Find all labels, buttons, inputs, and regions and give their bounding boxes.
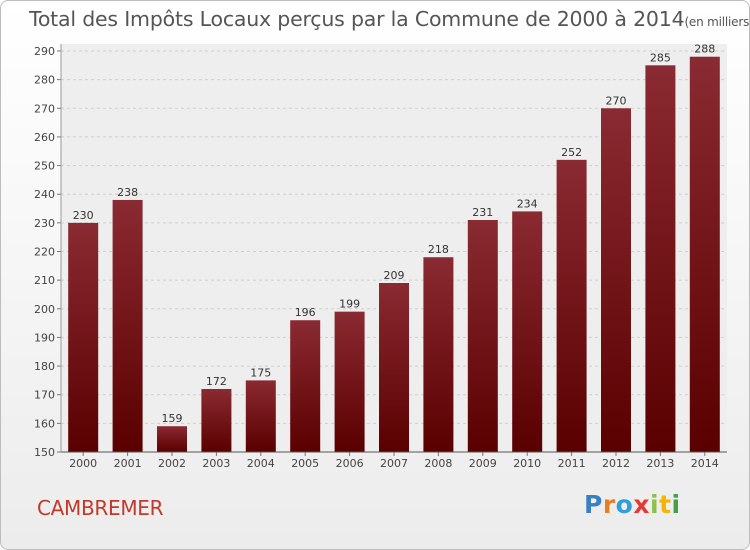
y-tick-label: 150 bbox=[34, 446, 55, 459]
x-tick-label-2006: 2006 bbox=[336, 457, 364, 470]
bar-2009 bbox=[467, 219, 498, 452]
bar-2006 bbox=[334, 311, 365, 452]
bar-2003 bbox=[201, 388, 232, 452]
bar-2002 bbox=[157, 426, 187, 452]
data-label-2010: 234 bbox=[517, 197, 538, 210]
data-label-2001: 238 bbox=[117, 186, 138, 199]
data-label-2003: 172 bbox=[206, 375, 227, 388]
y-tick-label: 230 bbox=[34, 217, 55, 230]
commune-name: CAMBREMER bbox=[37, 496, 164, 520]
bar-2000 bbox=[68, 222, 99, 452]
bar-2007 bbox=[379, 283, 409, 452]
data-label-2014: 288 bbox=[694, 43, 715, 56]
bar-2005 bbox=[290, 320, 321, 452]
y-tick-label: 240 bbox=[34, 188, 55, 201]
bar-2012 bbox=[601, 108, 631, 453]
y-tick-label: 210 bbox=[34, 274, 55, 287]
data-label-2004: 175 bbox=[250, 366, 271, 379]
y-tick-label: 260 bbox=[34, 131, 55, 144]
data-label-2009: 231 bbox=[472, 206, 493, 219]
bar-2013 bbox=[645, 65, 676, 453]
bars: 230 238 159 172 175 196 199 209 218 231 234 252 270 2… bbox=[68, 43, 720, 453]
y-tick-label: 180 bbox=[34, 360, 55, 373]
data-label-2007: 209 bbox=[384, 269, 405, 282]
data-label-2008: 218 bbox=[428, 243, 449, 256]
x-axis-ticks: 2000 2001 2002 2003 2004 2005 2006 2007 2008 2009… bbox=[69, 452, 719, 470]
x-tick-label-2004: 2004 bbox=[247, 457, 275, 470]
y-tick-label: 220 bbox=[34, 246, 55, 259]
y-tick-label: 190 bbox=[34, 331, 55, 344]
x-tick-label-2013: 2013 bbox=[646, 457, 674, 470]
x-tick-label-2001: 2001 bbox=[114, 457, 142, 470]
data-label-2006: 199 bbox=[339, 298, 360, 311]
x-tick-label-2011: 2011 bbox=[558, 457, 586, 470]
y-tick-label: 170 bbox=[34, 389, 55, 402]
x-tick-label-2009: 2009 bbox=[469, 457, 497, 470]
x-tick-label-2000: 2000 bbox=[69, 457, 97, 470]
data-label-2012: 270 bbox=[606, 94, 627, 107]
bar-2001 bbox=[112, 199, 143, 452]
x-tick-label-2010: 2010 bbox=[513, 457, 541, 470]
chart-title: Total des Impôts Locaux perçus par la Co… bbox=[29, 7, 750, 31]
y-axis-ticks: 150 160 170 180 190 200 210 220 230 240 250 260 270 2… bbox=[34, 45, 61, 459]
data-label-2002: 159 bbox=[162, 412, 183, 425]
x-tick-label-2005: 2005 bbox=[291, 457, 319, 470]
data-label-2013: 285 bbox=[650, 51, 671, 64]
chart-title-text: Total des Impôts Locaux perçus par la Co… bbox=[29, 7, 685, 31]
x-tick-label-2002: 2002 bbox=[158, 457, 186, 470]
bar-2010 bbox=[512, 211, 543, 452]
bar-2008 bbox=[423, 257, 454, 452]
y-tick-label: 250 bbox=[34, 160, 55, 173]
y-tick-label: 160 bbox=[34, 417, 55, 430]
y-tick-label: 270 bbox=[34, 102, 55, 115]
data-label-2011: 252 bbox=[561, 146, 582, 159]
x-tick-label-2014: 2014 bbox=[691, 457, 719, 470]
proxiti-logo: Proxiti bbox=[584, 490, 681, 519]
y-tick-label: 290 bbox=[34, 45, 55, 58]
y-tick-label: 200 bbox=[34, 303, 55, 316]
x-tick-label-2008: 2008 bbox=[424, 457, 452, 470]
x-tick-label-2012: 2012 bbox=[602, 457, 630, 470]
data-label-2005: 196 bbox=[295, 306, 316, 319]
bar-2014 bbox=[689, 56, 720, 452]
data-label-2000: 230 bbox=[73, 209, 94, 222]
bar-2004 bbox=[245, 380, 276, 452]
bar-2011 bbox=[556, 159, 587, 453]
x-tick-label-2003: 2003 bbox=[202, 457, 230, 470]
y-tick-label: 280 bbox=[34, 74, 55, 87]
x-tick-label-2007: 2007 bbox=[380, 457, 408, 470]
chart-unit: (en milliers d'€) bbox=[684, 15, 750, 29]
